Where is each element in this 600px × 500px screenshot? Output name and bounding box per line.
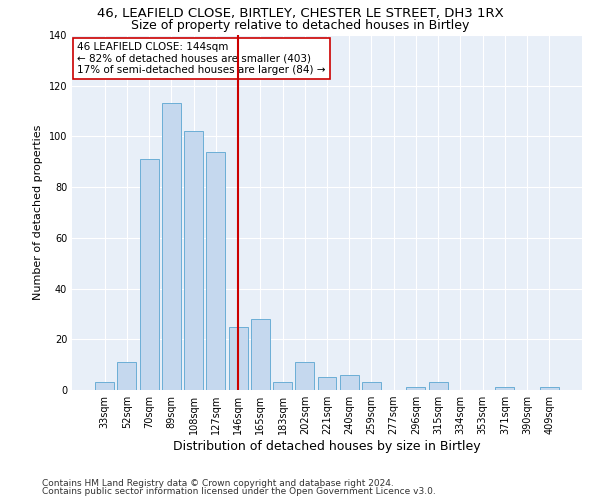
Bar: [162, 104, 181, 390]
Bar: [140, 159, 158, 390]
Y-axis label: Number of detached properties: Number of detached properties: [33, 125, 43, 300]
Text: Size of property relative to detached houses in Birtley: Size of property relative to detached ho…: [131, 19, 469, 32]
Text: 46, LEAFIELD CLOSE, BIRTLEY, CHESTER LE STREET, DH3 1RX: 46, LEAFIELD CLOSE, BIRTLEY, CHESTER LE …: [97, 8, 503, 20]
Bar: [229, 326, 248, 390]
Bar: [118, 362, 136, 390]
Bar: [496, 388, 514, 390]
Text: 46 LEAFIELD CLOSE: 144sqm
← 82% of detached houses are smaller (403)
17% of semi: 46 LEAFIELD CLOSE: 144sqm ← 82% of detac…: [77, 42, 326, 76]
Bar: [340, 375, 359, 390]
Bar: [206, 152, 225, 390]
Bar: [273, 382, 292, 390]
Bar: [295, 362, 314, 390]
Bar: [95, 382, 114, 390]
Bar: [317, 378, 337, 390]
Bar: [251, 319, 270, 390]
Text: Contains public sector information licensed under the Open Government Licence v3: Contains public sector information licen…: [42, 487, 436, 496]
X-axis label: Distribution of detached houses by size in Birtley: Distribution of detached houses by size …: [173, 440, 481, 453]
Bar: [184, 132, 203, 390]
Bar: [406, 388, 425, 390]
Bar: [362, 382, 381, 390]
Bar: [540, 388, 559, 390]
Text: Contains HM Land Registry data © Crown copyright and database right 2024.: Contains HM Land Registry data © Crown c…: [42, 478, 394, 488]
Bar: [429, 382, 448, 390]
